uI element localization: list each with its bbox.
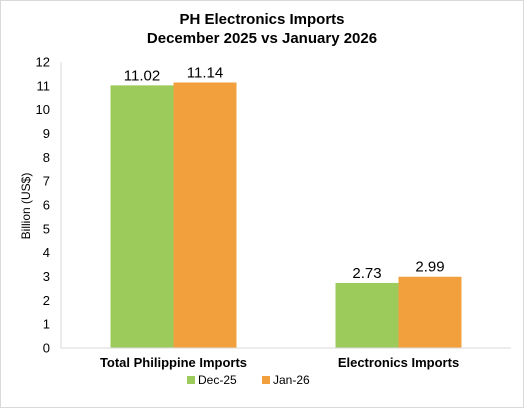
- y-tick-label: 6: [43, 198, 50, 213]
- data-label: 2.99: [415, 259, 444, 276]
- y-tick-label: 7: [43, 174, 50, 189]
- y-tick-label: 3: [43, 269, 50, 284]
- y-tick-label: 8: [43, 150, 50, 165]
- bar-dec-25: [110, 85, 174, 349]
- bar-dec-25: [335, 282, 399, 348]
- y-tick-label: 9: [43, 126, 50, 141]
- bar-jan-26: [398, 276, 462, 348]
- legend: Dec-25 Jan-26: [187, 373, 310, 387]
- data-label: 2.73: [352, 265, 381, 282]
- y-tick-label: 12: [36, 55, 50, 70]
- y-tick-label: 1: [43, 317, 50, 332]
- legend-swatch: [187, 376, 195, 384]
- y-tick-label: 4: [43, 245, 50, 260]
- data-label: 11.02: [124, 67, 160, 84]
- legend-swatch: [262, 376, 270, 384]
- legend-label: Dec-25: [198, 373, 237, 387]
- y-tick-label: 10: [36, 102, 50, 117]
- data-label: 11.14: [187, 64, 223, 81]
- chart-subtitle: December 2025 vs January 2026: [147, 30, 377, 47]
- y-axis-title: Billion (US$): [19, 173, 33, 240]
- y-tick-label: 11: [37, 78, 51, 93]
- y-tick-label: 0: [43, 341, 50, 356]
- chart-title: PH Electronics Imports: [179, 11, 344, 28]
- x-category-label: Total Philippine Imports: [100, 355, 247, 370]
- x-category-label: Electronics Imports: [338, 355, 459, 370]
- legend-label: Jan-26: [273, 373, 310, 387]
- y-tick-label: 5: [43, 221, 50, 236]
- bar-jan-26: [173, 82, 237, 348]
- y-tick-label: 2: [43, 293, 50, 308]
